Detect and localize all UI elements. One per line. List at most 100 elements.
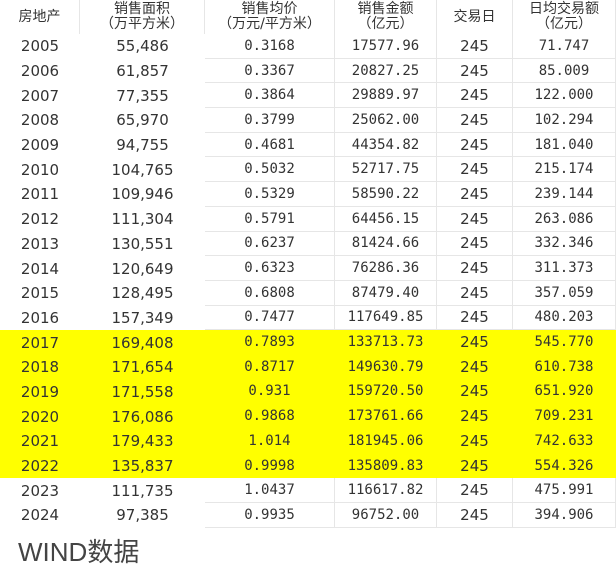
price-cell: 1.0437	[205, 478, 335, 504]
price-cell: 0.7893	[244, 334, 295, 351]
table-row: 2018 171,654 0.8717 149630.79 245 610.738	[0, 354, 616, 380]
days-cell: 245	[437, 280, 513, 306]
header-real-estate: 房地产	[0, 0, 80, 34]
year-cell: 2020	[20, 407, 60, 426]
table-row: 2006 61,857 0.3367 20827.25 245 85.009	[0, 58, 616, 84]
daily-amount-cell: 122.000	[513, 83, 616, 109]
amount-cell: 25062.00	[335, 108, 437, 133]
table-row: 2020 176,086 0.9868 173761.66 245 709.231	[0, 404, 616, 429]
amount-cell: 20827.25	[335, 58, 437, 84]
daily-amount-cell: 181.040	[513, 132, 616, 158]
header-line2: （亿元）	[536, 16, 592, 32]
header-line2: （万元/平方米）	[218, 16, 321, 32]
header-line1: 销售面积	[114, 1, 170, 17]
price-cell: 0.8717	[244, 358, 295, 375]
days-cell: 245	[460, 357, 489, 376]
daily-amount-cell: 709.231	[534, 408, 594, 425]
days-cell: 245	[460, 431, 489, 450]
table-row: 2012 111,304 0.5791 64456.15 245 263.086	[0, 206, 616, 232]
table-row: 2019 171,558 0.931 159720.50 245 651.920	[0, 379, 616, 405]
price-cell: 0.3168	[205, 34, 335, 59]
price-cell: 0.9868	[244, 408, 295, 425]
table-header: 房地产 销售面积 （万平方米） 销售均价 （万元/平方米） 销售金额 （亿元） 交易日…	[0, 0, 616, 34]
table-row: 2017 169,408 0.7893 133713.73 245 545.770	[0, 330, 616, 355]
header-line2: （亿元）	[357, 16, 414, 32]
price-cell: 0.3367	[205, 58, 335, 84]
area-cell: 97,385	[116, 506, 169, 525]
table-row: 2016 157,349 0.7477 117649.85 245 480.203	[0, 305, 616, 331]
area-cell: 176,086	[111, 407, 174, 426]
daily-amount-cell: 263.086	[513, 206, 616, 232]
header-line1: 房地产	[18, 8, 61, 25]
year-cell: 2018	[20, 358, 60, 377]
daily-amount-cell: 480.203	[513, 305, 616, 331]
header-line1: 销售金额	[357, 1, 414, 17]
table-row: 2005 55,486 0.3168 17577.96 245 71.747	[0, 34, 616, 59]
amount-cell: 64456.15	[335, 206, 437, 232]
real-estate-table: 房地产 销售面积 （万平方米） 销售均价 （万元/平方米） 销售金额 （亿元） 交易日…	[0, 0, 616, 528]
daily-amount-cell: 545.770	[534, 334, 594, 351]
amount-cell: 173761.66	[347, 408, 424, 425]
days-cell: 245	[437, 34, 513, 59]
price-cell: 0.5032	[205, 157, 335, 183]
source-note: WIND数据	[18, 537, 140, 567]
area-cell: 77,355	[116, 86, 169, 105]
area-cell: 135,837	[111, 457, 174, 476]
daily-amount-cell: 742.633	[534, 432, 594, 449]
year-cell: 2005	[20, 37, 60, 56]
year-cell: 2015	[20, 284, 60, 303]
year-cell: 2012	[20, 210, 60, 229]
header-line2: （万平方米）	[100, 16, 184, 32]
area-cell: 111,304	[111, 210, 174, 229]
table-row: 2011 109,946 0.5329 58590.22 245 239.144	[0, 182, 616, 207]
year-cell: 2006	[20, 62, 60, 81]
days-cell: 245	[437, 206, 513, 232]
price-cell: 0.6237	[205, 231, 335, 257]
price-cell: 0.4681	[205, 132, 335, 158]
amount-cell: 135809.83	[347, 457, 424, 474]
table-row: 2022 135,837 0.9998 135809.83 245 554.326	[0, 453, 616, 479]
area-cell: 55,486	[116, 37, 169, 56]
header-sales-area: 销售面积 （万平方米）	[80, 0, 205, 34]
daily-amount-cell: 102.294	[513, 108, 616, 133]
area-cell: 128,495	[111, 284, 174, 303]
area-cell: 179,433	[111, 432, 174, 451]
daily-amount-cell: 475.991	[513, 478, 616, 504]
header-line1: 日均交易额	[529, 1, 599, 17]
table-row: 2007 77,355 0.3864 29889.97 245 122.000	[0, 83, 616, 109]
days-cell: 245	[437, 83, 513, 109]
table-row: 2013 130,551 0.6237 81424.66 245 332.346	[0, 231, 616, 257]
amount-cell: 52717.75	[335, 157, 437, 183]
days-cell: 245	[437, 478, 513, 504]
header-trading-days: 交易日	[437, 0, 513, 34]
amount-cell: 149630.79	[347, 358, 424, 375]
price-cell: 0.6323	[205, 256, 335, 281]
daily-amount-cell: 71.747	[513, 34, 616, 59]
area-cell: 111,735	[111, 481, 174, 500]
year-cell: 2013	[20, 234, 60, 253]
daily-amount-cell: 239.144	[513, 182, 616, 207]
year-cell: 2008	[20, 111, 60, 130]
area-cell: 171,558	[111, 382, 174, 401]
table-row: 2009 94,755 0.4681 44354.82 245 181.040	[0, 132, 616, 158]
amount-cell: 87479.40	[335, 280, 437, 306]
table-row: 2010 104,765 0.5032 52717.75 245 215.174	[0, 157, 616, 183]
amount-cell: 116617.82	[335, 478, 437, 504]
days-cell: 245	[437, 231, 513, 257]
header-avg-price: 销售均价 （万元/平方米）	[205, 0, 335, 34]
price-cell: 0.3799	[205, 108, 335, 133]
days-cell: 245	[437, 58, 513, 84]
header-line1: 交易日	[453, 8, 496, 25]
year-cell: 2011	[20, 185, 60, 204]
area-cell: 104,765	[111, 160, 174, 179]
area-cell: 94,755	[116, 136, 169, 155]
year-cell: 2014	[20, 259, 60, 278]
area-cell: 65,970	[116, 111, 169, 130]
price-cell: 0.9935	[205, 503, 335, 528]
price-cell: 0.5791	[205, 206, 335, 232]
area-cell: 61,857	[116, 62, 169, 81]
days-cell: 245	[437, 305, 513, 331]
days-cell: 245	[437, 256, 513, 281]
days-cell: 245	[437, 108, 513, 133]
area-cell: 169,408	[111, 333, 174, 352]
